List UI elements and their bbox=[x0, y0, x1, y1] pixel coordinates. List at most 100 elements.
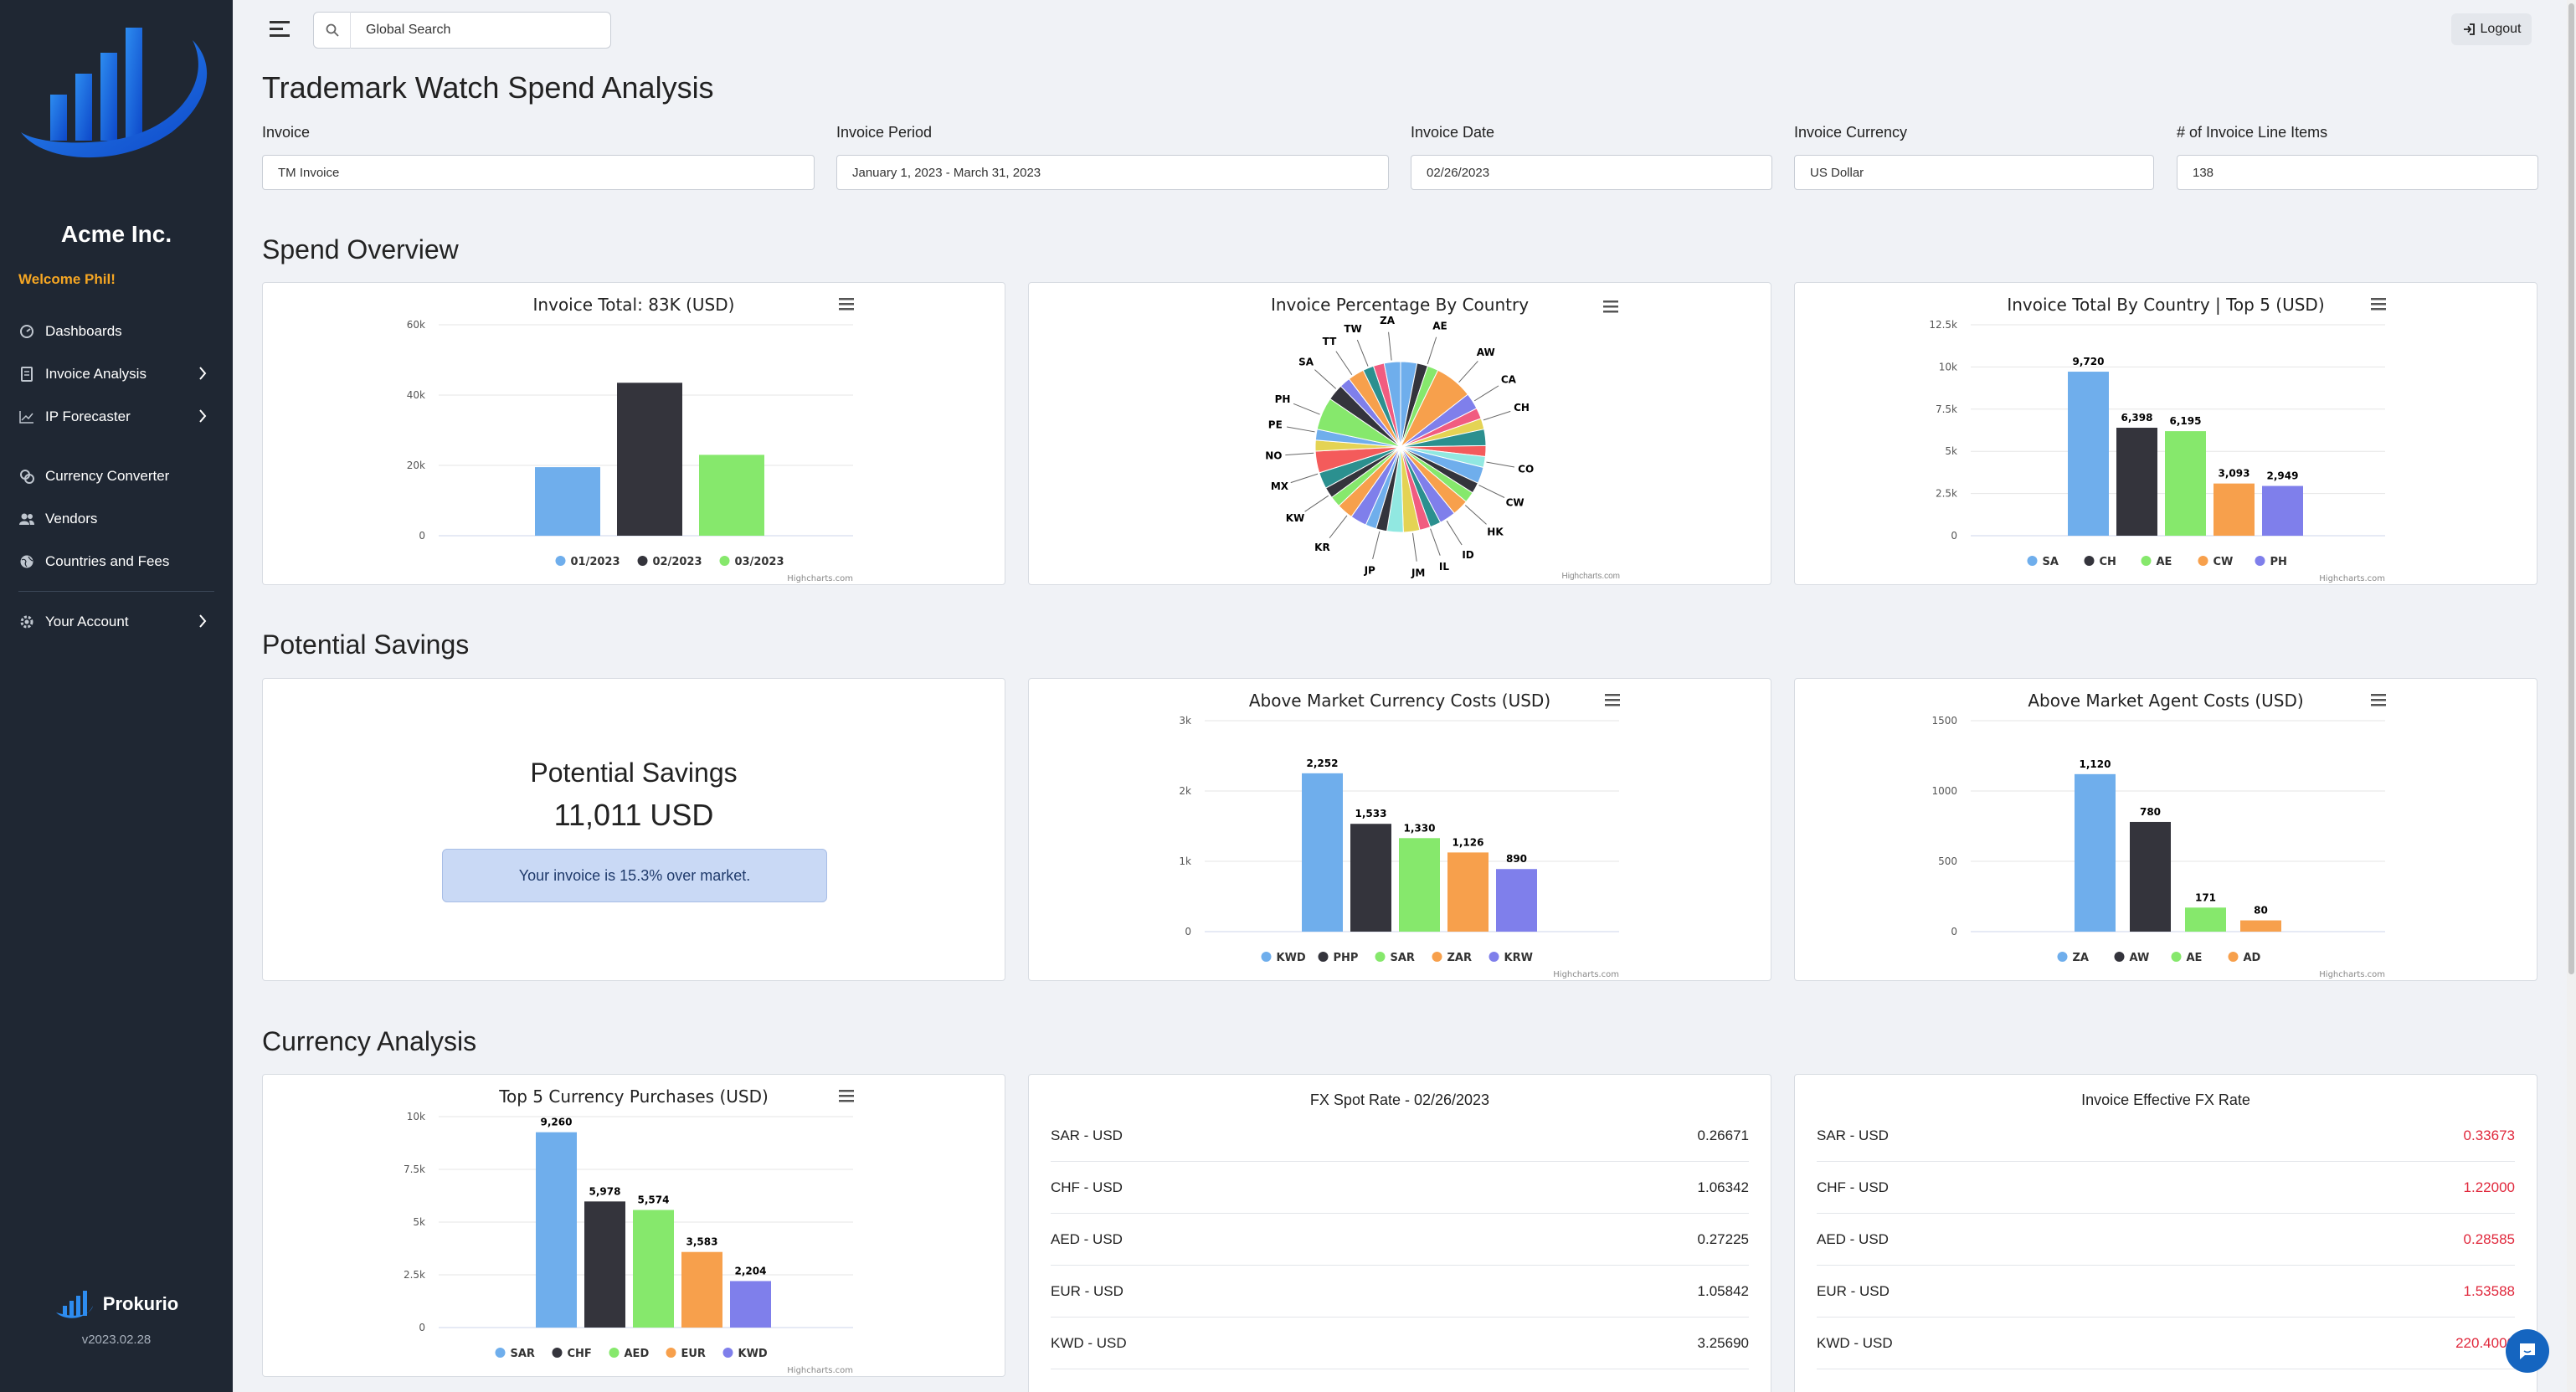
invoice-currency-field[interactable]: US Dollar bbox=[1794, 155, 2154, 190]
pie-connector bbox=[1486, 461, 1514, 468]
search-input[interactable]: Global Search bbox=[366, 23, 451, 37]
svg-text:AE: AE bbox=[2187, 952, 2203, 964]
bar[interactable] bbox=[2185, 907, 2226, 932]
sidebar-item-ip-forecaster[interactable]: IP Forecaster bbox=[0, 395, 233, 438]
sidebar-item-your-account[interactable]: Your Account bbox=[0, 600, 233, 643]
bar[interactable] bbox=[2116, 428, 2157, 536]
legend-item[interactable]: AED bbox=[609, 1348, 650, 1360]
bar[interactable] bbox=[2262, 485, 2303, 536]
invoice-field[interactable]: TM Invoice bbox=[262, 155, 815, 190]
sidebar-item-vendors[interactable]: Vendors bbox=[0, 497, 233, 540]
scrollbar-thumb[interactable] bbox=[2568, 3, 2574, 974]
legend-item[interactable]: PHP bbox=[1318, 952, 1359, 964]
coins-icon bbox=[18, 468, 35, 485]
legend-item[interactable]: CH bbox=[2084, 556, 2116, 568]
app-version: v2023.02.28 bbox=[81, 1333, 152, 1347]
bar[interactable] bbox=[1496, 869, 1537, 932]
legend-item[interactable]: 03/2023 bbox=[719, 556, 784, 568]
sidebar-item-invoice-analysis[interactable]: Invoice Analysis bbox=[0, 352, 233, 395]
fx-pair: KWD - USD bbox=[1051, 1334, 1127, 1351]
legend-item[interactable]: KWD bbox=[722, 1348, 768, 1360]
hamburger-menu-icon[interactable] bbox=[270, 20, 291, 39]
bar[interactable] bbox=[2130, 821, 2171, 932]
fx-rate: 1.53588 bbox=[2463, 1282, 2515, 1299]
global-search[interactable]: Global Search bbox=[313, 12, 611, 49]
chart-menu-icon[interactable] bbox=[1605, 694, 1620, 706]
pie-label: TT bbox=[1323, 336, 1337, 347]
bar[interactable] bbox=[2068, 372, 2109, 536]
bar[interactable] bbox=[1302, 773, 1343, 932]
bar[interactable] bbox=[730, 1281, 771, 1328]
legend-item[interactable]: EUR bbox=[666, 1348, 706, 1360]
bar[interactable] bbox=[617, 383, 682, 536]
field-label: Invoice Date bbox=[1411, 124, 1495, 141]
data-label: 780 bbox=[2140, 806, 2161, 818]
field-invoice: Invoice TM Invoice bbox=[262, 124, 815, 190]
sidebar-item-currency-converter[interactable]: Currency Converter bbox=[0, 455, 233, 497]
chart-title: Invoice Total: 83K (USD) bbox=[532, 295, 735, 315]
y-tick-label: 2.5k bbox=[1936, 488, 1957, 500]
bar[interactable] bbox=[2165, 431, 2206, 536]
legend-item[interactable]: 01/2023 bbox=[555, 556, 620, 568]
invoice-date-field[interactable]: 02/26/2023 bbox=[1411, 155, 1772, 190]
welcome-text: Welcome Phil! bbox=[18, 271, 116, 287]
sidebar-item-dashboards[interactable]: Dashboards bbox=[0, 310, 233, 352]
legend-item[interactable]: AE bbox=[2171, 952, 2203, 964]
data-label: 5,574 bbox=[638, 1194, 670, 1206]
bar[interactable] bbox=[633, 1210, 674, 1328]
chart-menu-icon[interactable] bbox=[1603, 300, 1620, 313]
sidebar-item-label: Countries and Fees bbox=[45, 552, 170, 569]
legend-item[interactable]: ZAR bbox=[1432, 952, 1473, 964]
legend-item[interactable]: CHF bbox=[552, 1348, 592, 1360]
bar[interactable] bbox=[536, 1132, 577, 1328]
legend-item[interactable]: ZA bbox=[2057, 952, 2090, 964]
pie-slice[interactable] bbox=[1383, 361, 1401, 448]
svg-text:CHF: CHF bbox=[568, 1348, 592, 1360]
invoice-period-field[interactable]: January 1, 2023 - March 31, 2023 bbox=[836, 155, 1389, 190]
bar[interactable] bbox=[584, 1201, 625, 1328]
chart-menu-icon[interactable] bbox=[839, 1090, 854, 1102]
pie-connector bbox=[1427, 336, 1437, 365]
legend-item[interactable]: 02/2023 bbox=[637, 556, 702, 568]
field-line-items: # of Invoice Line Items 138 bbox=[2177, 124, 2538, 190]
chart-menu-icon[interactable] bbox=[2371, 298, 2386, 311]
logout-button[interactable]: Logout bbox=[2451, 13, 2532, 45]
bar[interactable] bbox=[2214, 483, 2255, 536]
sidebar-item-label: Dashboards bbox=[45, 322, 122, 339]
legend-item[interactable]: SAR bbox=[495, 1348, 535, 1360]
chart-menu-icon[interactable] bbox=[839, 298, 854, 311]
bar[interactable] bbox=[1447, 852, 1489, 932]
bar[interactable] bbox=[2240, 920, 2281, 932]
legend-item[interactable]: SAR bbox=[1375, 952, 1415, 964]
fx-spot-rate-card: FX Spot Rate - 02/26/2023 SAR - USD 0.266… bbox=[1028, 1074, 1771, 1392]
document-icon bbox=[18, 366, 35, 383]
chart-card-total-by-country: Invoice Total By Country | Top 5 (USD) 0 2… bbox=[1794, 282, 2537, 585]
legend-item[interactable]: CW bbox=[2198, 556, 2234, 568]
line-items-field[interactable]: 138 bbox=[2177, 155, 2538, 190]
chart-menu-icon[interactable] bbox=[2371, 694, 2386, 706]
bar[interactable] bbox=[1350, 824, 1391, 932]
highcharts-credit: Highcharts.com bbox=[2319, 970, 2385, 979]
bar[interactable] bbox=[2075, 773, 2116, 932]
bar[interactable] bbox=[699, 455, 764, 536]
bar[interactable] bbox=[535, 467, 600, 536]
legend-item[interactable]: KWD bbox=[1261, 952, 1306, 964]
legend-item[interactable]: PH bbox=[2255, 556, 2287, 568]
legend-item[interactable]: AE bbox=[2141, 556, 2172, 568]
legend-item[interactable]: SA bbox=[2027, 556, 2059, 568]
bar[interactable] bbox=[681, 1251, 722, 1328]
table-row: KWD - USD 220.4000 bbox=[1817, 1318, 2515, 1369]
pie-connector bbox=[1464, 505, 1487, 525]
legend-item[interactable]: AW bbox=[2114, 952, 2150, 964]
chat-launcher-button[interactable] bbox=[2506, 1329, 2549, 1373]
sidebar: Acme Inc. Welcome Phil! Dashboards Invoi… bbox=[0, 0, 233, 1392]
sidebar-item-countries-fees[interactable]: Countries and Fees bbox=[0, 540, 233, 583]
chart-title: Invoice Percentage By Country bbox=[1270, 295, 1530, 315]
bar[interactable] bbox=[1399, 838, 1440, 932]
legend-item[interactable]: AD bbox=[2228, 952, 2261, 964]
legend-item[interactable]: KRW bbox=[1489, 952, 1533, 964]
page-scrollbar[interactable] bbox=[2567, 0, 2576, 1392]
y-tick-label: 12.5k bbox=[1929, 319, 1957, 331]
fx-pair: KWD - USD bbox=[1817, 1334, 1893, 1351]
data-label: 6,195 bbox=[2170, 415, 2202, 427]
